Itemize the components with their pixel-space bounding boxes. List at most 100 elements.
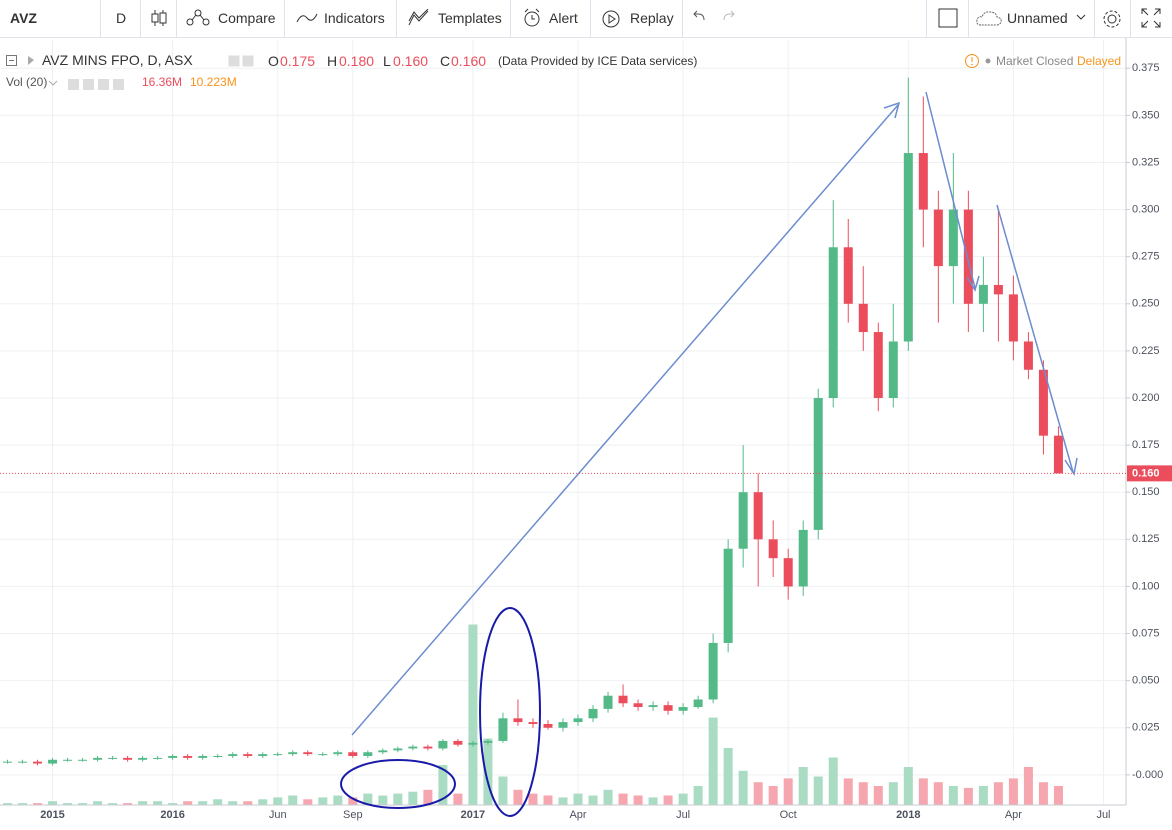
volume-bar <box>828 757 838 805</box>
x-tick-label: Jul <box>1096 809 1110 821</box>
candle-body <box>153 757 163 759</box>
replay-button[interactable]: Replay <box>630 10 674 26</box>
dropdown-caret[interactable] <box>1076 14 1086 22</box>
y-tick-label: 0.125 <box>1132 533 1160 545</box>
compare-button[interactable]: Compare <box>218 10 276 26</box>
candle-body <box>258 754 268 757</box>
candle-body <box>318 754 328 756</box>
legend-icons[interactable] <box>6 55 40 67</box>
candle-body <box>528 722 538 724</box>
candle-body <box>648 705 658 708</box>
y-tick-label: 0.275 <box>1132 251 1160 263</box>
open-value: 0.175 <box>280 53 316 69</box>
candle-body <box>558 722 568 728</box>
alert-icon[interactable] <box>522 8 542 28</box>
volume-bar <box>498 776 508 805</box>
volume-bar <box>183 801 193 805</box>
interval[interactable]: D <box>116 10 127 26</box>
volume-bar <box>423 789 433 805</box>
chart-background <box>0 38 1172 830</box>
volume-bar <box>753 782 763 805</box>
low-label: L <box>383 53 391 69</box>
candle-body <box>678 707 688 711</box>
y-tick-label: 0.025 <box>1132 722 1160 734</box>
x-tick-label: Apr <box>1005 809 1022 821</box>
volume-buttons[interactable] <box>48 79 132 91</box>
replay-icon[interactable] <box>600 8 622 30</box>
volume-bar <box>258 799 268 805</box>
layout-name[interactable]: Unnamed <box>1007 10 1068 26</box>
y-tick-label: 0.325 <box>1132 156 1160 168</box>
candle-body <box>138 757 148 760</box>
y-tick-label: 0.300 <box>1132 203 1160 215</box>
volume-bar <box>648 797 658 805</box>
status-icons[interactable] <box>964 53 994 69</box>
volume-bar <box>873 786 883 805</box>
volume-bar <box>93 801 103 805</box>
volume-bar <box>558 797 568 805</box>
volume-bar <box>123 803 133 805</box>
volume-bar <box>213 799 223 805</box>
candle-body <box>888 341 898 399</box>
cloud-icon[interactable] <box>976 10 1002 26</box>
candle-icon[interactable] <box>150 8 168 28</box>
compare-icon[interactable] <box>186 9 210 27</box>
volume-bar <box>168 803 178 805</box>
y-tick-label: 0.250 <box>1132 298 1160 310</box>
volume-bar <box>453 793 463 805</box>
volume-bar <box>378 795 388 805</box>
volume-bar <box>663 795 673 805</box>
volume-bar <box>303 799 313 805</box>
candle-body <box>348 752 358 757</box>
candle-body <box>123 757 133 760</box>
candle-body <box>948 209 958 267</box>
indicators-button[interactable]: Indicators <box>324 10 385 26</box>
x-tick-label: Oct <box>780 809 797 821</box>
legend-buttons[interactable] <box>228 55 264 67</box>
fullscreen-icon[interactable] <box>1141 8 1161 28</box>
volume-bar <box>348 797 358 805</box>
volume-bar <box>318 797 328 805</box>
volume-bar <box>243 801 253 805</box>
candle-body <box>303 752 313 755</box>
candle-body <box>918 153 928 210</box>
square-icon[interactable] <box>938 8 958 28</box>
templates-button[interactable]: Templates <box>438 10 502 26</box>
candle-body <box>858 303 868 333</box>
volume-bar <box>363 793 373 805</box>
chart: -0.000 0.025 0.050 0.075 0.100 0.125 0.150 0.17… <box>0 38 1172 830</box>
candle-body <box>33 761 43 764</box>
volume-bar <box>603 789 613 805</box>
volume-bar <box>198 801 208 805</box>
high-label: H <box>327 53 338 69</box>
candle-body <box>693 699 703 708</box>
volume-bar <box>33 803 43 805</box>
volume-bar <box>18 803 28 805</box>
volume-bar <box>528 793 538 805</box>
candle-body <box>438 740 448 749</box>
volume-bar <box>1038 782 1048 805</box>
candle-body <box>993 284 1003 295</box>
candle-body <box>468 742 478 745</box>
candle-body <box>63 759 73 761</box>
undo-redo[interactable] <box>692 10 738 26</box>
y-tick-label: 0.050 <box>1132 675 1160 687</box>
volume-bar <box>678 793 688 805</box>
volume-bar <box>858 782 868 805</box>
volume-bar <box>228 801 238 805</box>
volume-bar <box>978 786 988 805</box>
volume-bar <box>288 795 298 805</box>
candle-body <box>93 757 103 760</box>
volume-bar <box>708 717 718 805</box>
x-tick-label: 2017 <box>461 809 485 821</box>
settings-icon[interactable] <box>1101 8 1123 30</box>
candle-body <box>48 759 58 764</box>
volume-bar <box>993 782 1003 805</box>
templates-icon[interactable] <box>408 9 430 27</box>
symbol[interactable]: AVZ <box>10 10 37 26</box>
candle-body <box>363 752 373 757</box>
volume-bar <box>933 782 943 805</box>
indicators-icon[interactable] <box>296 12 318 24</box>
alert-button[interactable]: Alert <box>549 10 578 26</box>
